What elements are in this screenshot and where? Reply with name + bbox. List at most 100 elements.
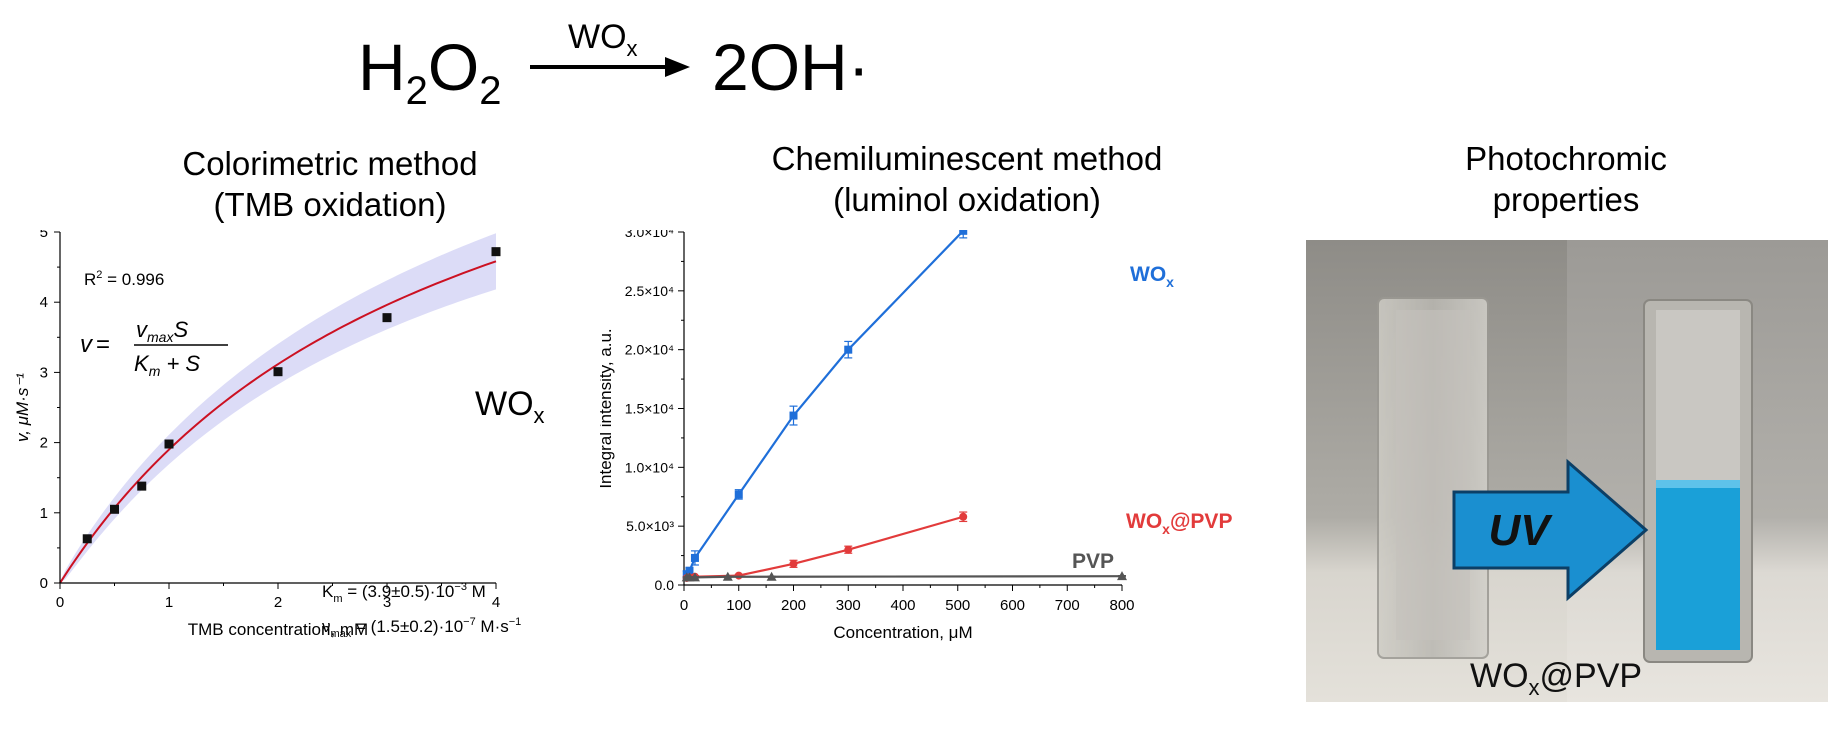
series-label-main: PVP: [1072, 550, 1114, 573]
r2-letter: R: [84, 270, 96, 289]
data-point: [690, 553, 699, 562]
data-point: [164, 439, 174, 449]
x-tick-label: 600: [1000, 597, 1025, 614]
eq-num-s: S: [173, 317, 188, 342]
vmax-v: ν: [322, 617, 331, 636]
x-axis-label: Concentration, μM: [833, 623, 972, 642]
y-tick-label: 1.0×10⁴: [625, 459, 674, 475]
y-tick-label: 2: [40, 435, 48, 452]
reaction-svg: H2O2 WOx 2OH·: [358, 18, 870, 113]
y-tick-label: 4: [40, 294, 48, 311]
photochromic-photo: UV WOx@PVP: [1306, 240, 1828, 702]
tick-labels: 0 1 2 3 4 0 1 2 3 4 5: [40, 230, 501, 611]
x-tick-label: 700: [1055, 597, 1080, 614]
data-point: [722, 571, 733, 581]
wox-label-main: WO: [475, 385, 534, 423]
reactant-sub-2: 2: [479, 69, 501, 113]
x-axis-label: TMB concentration, mM: [188, 620, 368, 639]
reaction-arrow-head: [665, 57, 690, 77]
data-point: [382, 313, 392, 323]
r-squared: R2 = 0.996: [84, 269, 164, 289]
y-tick-label: 3.0×10⁴: [625, 230, 674, 240]
x-tick-label: 500: [945, 597, 970, 614]
series-2: [681, 571, 1127, 582]
mm-equation: v = vmaxS Km + S: [80, 317, 228, 379]
eq-v: v: [80, 331, 94, 358]
reactant-h: H: [358, 30, 406, 104]
eq-num-v: v: [136, 317, 149, 342]
series-label: WOx: [1130, 263, 1174, 290]
series-line: [686, 575, 1123, 579]
series-1: [682, 511, 968, 582]
vmax-rest: = (1.5±0.2)·10: [351, 617, 463, 636]
x-tick-label: 100: [726, 597, 751, 614]
wox-label-sub: x: [534, 403, 545, 428]
caption-rest: @PVP: [1540, 657, 1643, 695]
catalyst-sub: x: [627, 36, 638, 61]
data-points: [82, 247, 501, 544]
chemiluminescent-title: Chemiluminescent method (luminol oxidati…: [727, 138, 1207, 220]
chemiluminescent-chart: 0 100 200 300 400 500 600 700 800 0.0 5.0×10³ 1.0×1…: [600, 230, 1233, 642]
data-point: [959, 230, 968, 235]
photochromic-title-line2: properties: [1492, 181, 1640, 218]
colorimetric-title-line1: Colorimetric method: [182, 145, 478, 182]
fit-curve-group: [59, 260, 497, 584]
data-point: [82, 534, 92, 544]
series-label-sub: x: [1166, 274, 1174, 290]
km-unit: M: [467, 582, 486, 601]
eq-den-rest: + S: [160, 351, 200, 376]
series-label: PVP: [1072, 550, 1114, 573]
y-tick-label: 5: [40, 230, 48, 241]
data-point: [734, 571, 743, 580]
data-point: [766, 571, 777, 581]
chart-axes: [678, 231, 1123, 591]
y-tick-label: 1.5×10⁴: [625, 401, 674, 417]
x-tick-label: 3: [383, 594, 391, 611]
data-point: [1117, 571, 1127, 581]
x-tick-label: 4: [492, 594, 500, 611]
km-k: K: [322, 582, 334, 601]
x-tick-label: 2: [274, 594, 282, 611]
r2-value: = 0.996: [102, 270, 164, 289]
series-line: [686, 515, 964, 580]
uv-label: UV: [1488, 506, 1553, 555]
y-tick-label: 1: [40, 505, 48, 522]
vmax-sub: max: [331, 628, 352, 640]
km-rest: = (3.9±0.5)·10: [343, 582, 455, 601]
catalyst-formula: WOx: [568, 18, 638, 61]
y-tick-label: 2.0×10⁴: [625, 342, 674, 358]
reactant-formula: H2O2: [358, 30, 502, 113]
chemiluminescent-title-line2: (luminol oxidation): [833, 181, 1101, 218]
data-point: [273, 367, 283, 377]
photo-illustration: UV WOx@PVP: [1306, 240, 1828, 702]
eq-num-sub: max: [147, 329, 174, 345]
data-point: [789, 411, 798, 420]
y-axis-label: v, μM·s⁻¹: [13, 373, 32, 442]
data-point: [789, 559, 798, 568]
x-tick-label: 300: [836, 597, 861, 614]
vmax-unit-exp: −1: [509, 616, 522, 628]
x-tick-label: 0: [680, 597, 688, 614]
x-tick-label: 0: [56, 594, 64, 611]
x-tick-label: 400: [890, 597, 915, 614]
photo-caption: WOx@PVP: [1470, 657, 1642, 700]
y-axis-label: Integral intensity, a.u.: [600, 328, 615, 488]
y-tick-label: 5.0×10³: [626, 518, 674, 534]
data-point: [491, 247, 501, 257]
reaction-equation: H2O2 WOx 2OH·: [0, 0, 1828, 120]
eq-den-k: K: [134, 351, 150, 376]
cuvette-blue-headspace: [1656, 310, 1740, 480]
data-point: [959, 512, 968, 521]
tick-labels: 0 100 200 300 400 500 600 700 800 0.0 5.0×10³ 1.0×1…: [625, 230, 1135, 614]
fit-curve: [59, 260, 497, 584]
photochromic-title: Photochromic properties: [1366, 138, 1766, 220]
colorimetric-title-line2: (TMB oxidation): [213, 186, 447, 223]
series-label-rest: @PVP: [1170, 510, 1233, 533]
blue-solution: [1656, 480, 1740, 650]
series-label-main: WO: [1126, 510, 1162, 533]
y-tick-label: 3: [40, 364, 48, 381]
data-point: [685, 566, 694, 575]
series-label-main: WO: [1130, 263, 1166, 286]
photochromic-title-line1: Photochromic: [1465, 140, 1667, 177]
eq-denominator: Km + S: [134, 351, 200, 379]
